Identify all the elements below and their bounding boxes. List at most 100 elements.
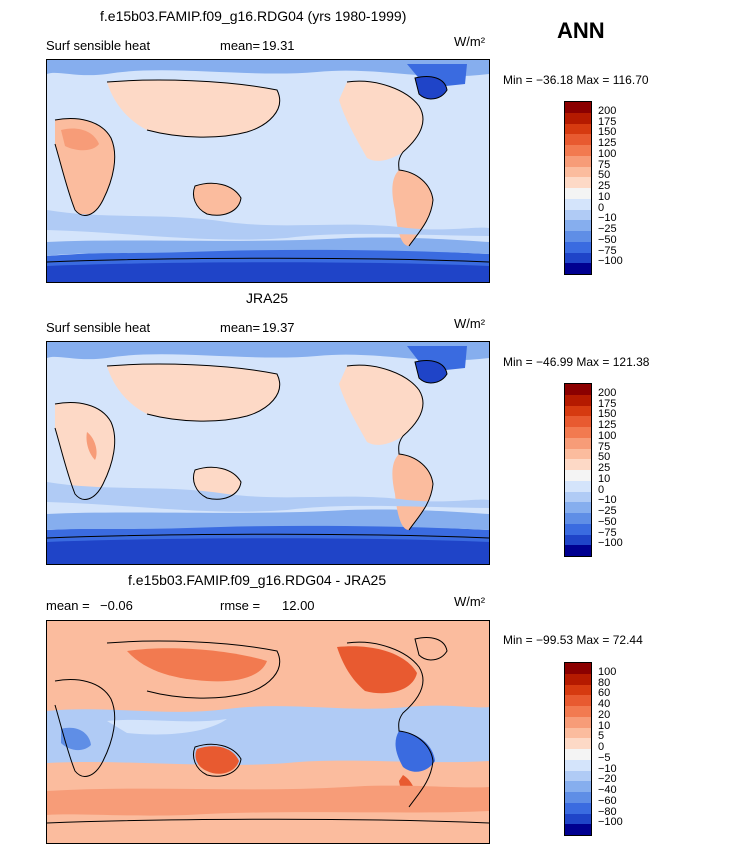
panel-2-colorbar-label: 50 — [598, 451, 611, 464]
panel-3-colorbar-swatch — [565, 749, 591, 760]
panel-1-colorbar-swatch — [565, 209, 591, 221]
panel-2-colorbar-label: 150 — [598, 408, 617, 421]
panel-2-mean-value: 19.37 — [262, 320, 295, 335]
panel-3-colorbar-swatch — [565, 727, 591, 739]
panel-3-colorbar-swatch — [565, 673, 591, 685]
season-label: ANN — [557, 18, 605, 43]
panel-2-colorbar-swatch — [565, 523, 591, 535]
panel-1-colorbar-label: 50 — [598, 169, 611, 182]
panel-2-colorbar-swatch — [565, 534, 591, 546]
panel-2-colorbar-swatch — [565, 427, 591, 438]
panel-3-colorbar-swatch — [565, 813, 591, 825]
panel-1-colorbar-swatch — [565, 263, 591, 274]
panel-1-colorbar-label: 75 — [598, 158, 611, 171]
panel-1-colorbar-label: 200 — [598, 104, 617, 117]
panel-1-map — [46, 59, 490, 283]
panel-3-colorbar-label: 20 — [598, 708, 611, 721]
panel-2-colorbar — [564, 383, 592, 557]
panel-3-colorbar-label: 5 — [598, 730, 605, 743]
panel-3-mean-value: −0.06 — [100, 598, 133, 613]
panel-1-colorbar-swatch — [565, 177, 591, 188]
panel-3-colorbar — [564, 662, 592, 836]
panel-2-variable: Surf sensible heat — [46, 320, 151, 335]
panel-1-colorbar-swatch — [565, 102, 591, 113]
panel-1-colorbar-label: 175 — [598, 115, 617, 128]
panel-1-colorbar-label: 125 — [598, 137, 617, 149]
panel-3-colorbar-swatch — [565, 824, 591, 835]
panel-3-title: f.e15b03.FAMIP.f09_g16.RDG04 - JRA25 — [128, 572, 387, 588]
panel-3-colorbar-swatch — [565, 716, 591, 728]
panel-2-colorbar-label: 100 — [598, 429, 617, 442]
panel-3-colorbar-label: −20 — [598, 773, 617, 786]
panel-2-colorbar-label: 75 — [598, 440, 611, 453]
panel-2-colorbar-swatch — [565, 470, 591, 481]
panel-3-minmax: Min = −99.53 Max = 72.44 — [503, 633, 643, 647]
panel-3-rmse-label: rmse = — [220, 598, 261, 613]
panel-3-colorbar-label: 40 — [598, 698, 611, 710]
panel-1-colorbar-swatch — [565, 123, 591, 135]
panel-1-colorbar-swatch — [565, 134, 591, 145]
panel-2-colorbar-label: 0 — [598, 483, 605, 496]
panel-2-map — [46, 341, 490, 565]
panel-2-colorbar-label: −25 — [598, 505, 617, 517]
panel-1-title: f.e15b03.FAMIP.f09_g16.RDG04 (yrs 1980-1… — [100, 8, 407, 24]
panel-1-units: W/m² — [454, 34, 486, 49]
panel-2-colorbar-swatch — [565, 545, 591, 556]
panel-1-colorbar-swatch — [565, 252, 591, 264]
panel-2-colorbar-swatch — [565, 480, 591, 492]
panel-3-colorbar-swatch — [565, 695, 591, 706]
panel-1-colorbar-label: 0 — [598, 201, 605, 214]
panel-2-colorbar-label: 200 — [598, 386, 617, 399]
panel-1-minmax: Min = −36.18 Max = 116.70 — [503, 73, 649, 87]
panel-2-colorbar-label: −50 — [598, 515, 617, 528]
panel-2-colorbar-label: 125 — [598, 419, 617, 431]
panel-1-colorbar-swatch — [565, 231, 591, 242]
panel-3-colorbar-label: −10 — [598, 762, 617, 775]
panel-3-colorbar-label: 100 — [598, 665, 617, 678]
panel-1-colorbar-label: −100 — [598, 255, 623, 268]
panel-2-mean-label: mean= — [220, 320, 261, 335]
panel-3-colorbar-label: −40 — [598, 784, 617, 796]
panel-3-colorbar-label: 0 — [598, 741, 605, 753]
panel-3-colorbar-swatch — [565, 663, 591, 674]
panel-3-colorbar-swatch — [565, 738, 591, 749]
panel-2-colorbar-swatch — [565, 437, 591, 449]
panel-2-units: W/m² — [454, 316, 486, 331]
panel-2-colorbar-label: 10 — [598, 472, 611, 485]
panel-3-colorbar-swatch — [565, 781, 591, 792]
panel-1-colorbar-label: −25 — [598, 223, 617, 235]
panel-2-map-field — [47, 342, 489, 564]
panel-1-colorbar-swatch — [565, 145, 591, 156]
panel-1-colorbar-swatch — [565, 198, 591, 210]
panel-3-map-field — [47, 637, 489, 824]
panel-2-colorbar-swatch — [565, 459, 591, 470]
panel-3-units: W/m² — [454, 594, 486, 609]
panel-1-colorbar-label: 10 — [598, 190, 611, 203]
panel-2-colorbar-label: 25 — [598, 462, 611, 474]
panel-2-colorbar-label: 175 — [598, 397, 617, 410]
panel-1-colorbar-label: 100 — [598, 147, 617, 160]
panel-3-colorbar-swatch — [565, 759, 591, 771]
panel-2-colorbar-swatch — [565, 394, 591, 406]
panel-1-colorbar-label: 150 — [598, 126, 617, 139]
panel-2-colorbar-swatch — [565, 491, 591, 503]
panel-2-colorbar-label: −10 — [598, 494, 617, 507]
panel-1-map-field — [47, 60, 489, 282]
panel-3-colorbar-label: −5 — [598, 751, 611, 764]
panel-3-colorbar-swatch — [565, 802, 591, 814]
panel-3-colorbar-label: 60 — [598, 687, 611, 700]
panel-2-colorbar-swatch — [565, 384, 591, 395]
panel-3-colorbar-label: 80 — [598, 676, 611, 689]
panel-2-colorbar-swatch — [565, 502, 591, 513]
panel-1-colorbar-swatch — [565, 112, 591, 124]
panel-3-colorbar-label: 10 — [598, 719, 611, 732]
panel-3-rmse-value: 12.00 — [282, 598, 315, 613]
panel-3-colorbar-swatch — [565, 706, 591, 717]
panel-2-colorbar-swatch — [565, 405, 591, 417]
panel-1-mean-value: 19.31 — [262, 38, 295, 53]
panel-3-colorbar-swatch — [565, 792, 591, 803]
panel-1-colorbar-swatch — [565, 241, 591, 253]
panel-2-colorbar-swatch — [565, 416, 591, 427]
panel-1-colorbar — [564, 101, 592, 275]
panel-1-colorbar-label: −75 — [598, 244, 617, 257]
